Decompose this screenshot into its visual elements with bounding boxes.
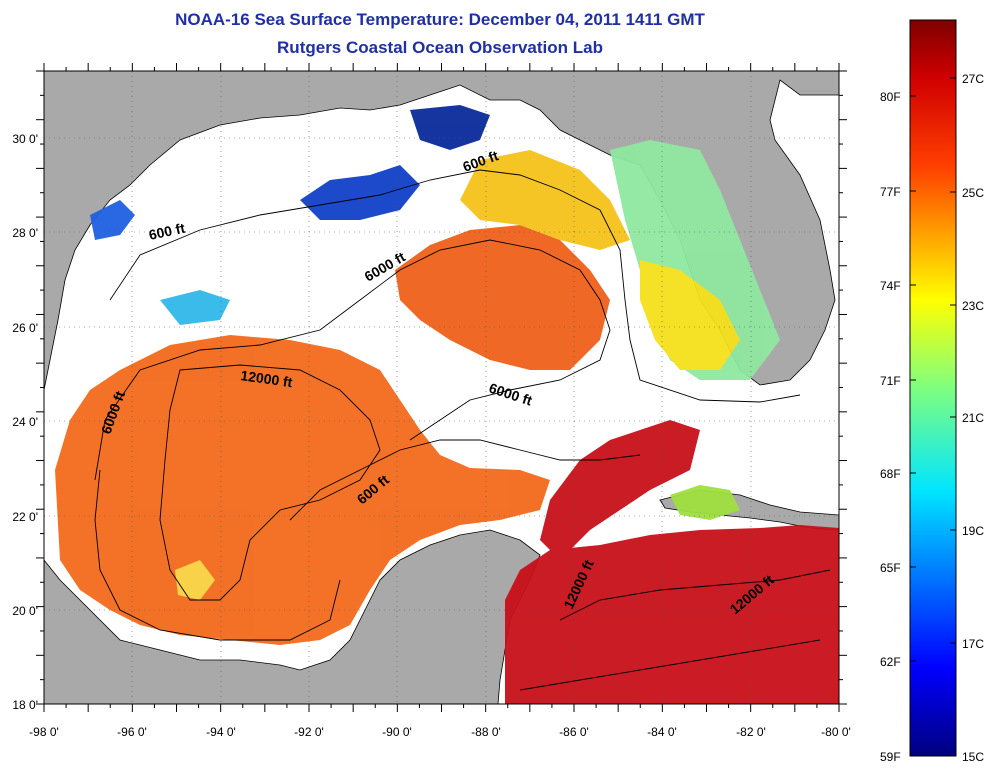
lon-tick-label: -96 0' <box>117 725 147 739</box>
lon-tick-label: -80 0' <box>821 725 851 739</box>
sst-western-gulf <box>55 335 550 645</box>
contour-600ft-north <box>109 169 801 403</box>
graticule <box>44 71 839 704</box>
lat-tick-label: 28 0' <box>12 226 38 240</box>
lat-tick-label: 26 0' <box>12 321 38 335</box>
map-subtitle: Rutgers Coastal Ocean Observation Lab <box>277 38 603 57</box>
colorbar-f-label: 74F <box>880 279 901 293</box>
sst-cyan-nw <box>160 290 230 325</box>
sst-florida-warm <box>640 260 740 370</box>
lat-tick-label: 30 0' <box>12 132 38 146</box>
lat-tick-label: 18 0' <box>12 698 38 712</box>
lon-tick-label: -84 0' <box>647 725 677 739</box>
colorbar-celsius-labels: 27C 25C 23C 21C 19C 17C 15C <box>962 72 984 764</box>
colorbar-f-label: 62F <box>880 655 901 669</box>
colorbar-fahrenheit-labels: 80F 77F 74F 71F 68F 65F 62F 59F <box>880 90 901 764</box>
sst-yucatan-current <box>540 420 700 560</box>
lon-tick-label: -92 0' <box>294 725 324 739</box>
sst-cool-north-3 <box>90 200 135 240</box>
colorbar-f-label: 77F <box>880 185 901 199</box>
colorbar-c-label: 15C <box>962 750 984 764</box>
lon-tick-label: -98 0' <box>29 725 59 739</box>
axis-ticks <box>36 63 847 712</box>
colorbar-f-label: 80F <box>880 90 901 104</box>
contour-6000ft-west <box>94 469 341 641</box>
colorbar-ticks <box>910 77 956 662</box>
colorbar-f-label: 71F <box>880 374 901 388</box>
colorbar-f-label: 59F <box>880 750 901 764</box>
sst-cool-north-1 <box>300 165 420 220</box>
sst-cool-north-2 <box>410 105 490 150</box>
sst-yellow-north <box>460 150 630 250</box>
sst-yellow-patch <box>175 560 215 600</box>
colorbar-c-label: 27C <box>962 72 984 86</box>
colorbar-f-label: 65F <box>880 561 901 575</box>
contour-label: 12000 ft <box>240 367 294 390</box>
lon-tick-label: -88 0' <box>471 725 501 739</box>
colorbar-f-label: 68F <box>880 467 901 481</box>
contour-12000ft-caribbean <box>559 569 831 621</box>
bathymetry-contours <box>94 169 831 691</box>
lat-tick-label: 22 0' <box>12 510 38 524</box>
colorbar: 80F 77F 74F 71F 68F 65F 62F 59F 27C 25C … <box>880 19 984 764</box>
lon-tick-label: -90 0' <box>382 725 412 739</box>
lon-tick-label: -86 0' <box>559 725 589 739</box>
colorbar-c-label: 21C <box>962 411 984 425</box>
sst-central-loop <box>395 225 610 370</box>
contour-6000ft <box>94 239 611 481</box>
contour-600ft-yucatan <box>289 439 641 521</box>
sst-caribbean <box>505 525 839 704</box>
colorbar-c-label: 25C <box>962 186 984 200</box>
contour-12000ft <box>159 364 381 601</box>
sst-green-cuba <box>670 485 740 520</box>
colorbar-c-label: 17C <box>962 637 984 651</box>
contour-12000ft-caribbean-2 <box>519 639 821 691</box>
colorbar-c-label: 23C <box>962 299 984 313</box>
lat-axis-labels: 18 0' 20 0' 22 0' 24 0' 26 0' 28 0' 30 0… <box>12 132 38 712</box>
lat-tick-label: 20 0' <box>12 604 38 618</box>
contour-label: 600 ft <box>147 220 186 243</box>
lon-tick-label: -94 0' <box>206 725 236 739</box>
map-title: NOAA-16 Sea Surface Temperature: Decembe… <box>175 10 705 29</box>
lon-tick-label: -82 0' <box>736 725 766 739</box>
colorbar-gradient <box>909 19 957 757</box>
lon-axis-labels: -98 0' -96 0' -94 0' -92 0' -90 0' -88 0… <box>29 725 851 739</box>
lat-tick-label: 24 0' <box>12 415 38 429</box>
colorbar-c-label: 19C <box>962 524 984 538</box>
sst-data <box>55 105 839 704</box>
